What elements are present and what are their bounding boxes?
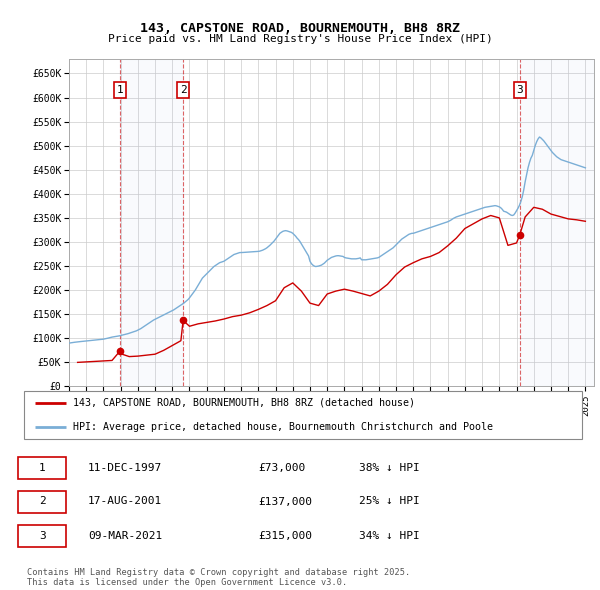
Text: 34% ↓ HPI: 34% ↓ HPI (359, 531, 419, 540)
Text: 25% ↓ HPI: 25% ↓ HPI (359, 497, 419, 506)
FancyBboxPatch shape (24, 391, 582, 439)
FancyBboxPatch shape (19, 491, 66, 513)
FancyBboxPatch shape (19, 525, 66, 547)
Text: 143, CAPSTONE ROAD, BOURNEMOUTH, BH8 8RZ: 143, CAPSTONE ROAD, BOURNEMOUTH, BH8 8RZ (140, 22, 460, 35)
Text: Price paid vs. HM Land Registry's House Price Index (HPI): Price paid vs. HM Land Registry's House … (107, 34, 493, 44)
Text: 11-DEC-1997: 11-DEC-1997 (88, 463, 163, 473)
Text: £315,000: £315,000 (259, 531, 313, 540)
Text: 1: 1 (39, 463, 46, 473)
Text: 1: 1 (116, 85, 123, 95)
Text: £73,000: £73,000 (259, 463, 305, 473)
Bar (520, 59, 594, 386)
FancyBboxPatch shape (19, 457, 66, 479)
Text: Contains HM Land Registry data © Crown copyright and database right 2025.
This d: Contains HM Land Registry data © Crown c… (27, 568, 410, 587)
Text: 38% ↓ HPI: 38% ↓ HPI (359, 463, 419, 473)
Text: 143, CAPSTONE ROAD, BOURNEMOUTH, BH8 8RZ (detached house): 143, CAPSTONE ROAD, BOURNEMOUTH, BH8 8RZ… (73, 398, 415, 408)
Text: 2: 2 (39, 497, 46, 506)
Text: 09-MAR-2021: 09-MAR-2021 (88, 531, 163, 540)
Text: 2: 2 (180, 85, 187, 95)
Text: 3: 3 (39, 531, 46, 540)
Text: 3: 3 (517, 85, 523, 95)
Text: HPI: Average price, detached house, Bournemouth Christchurch and Poole: HPI: Average price, detached house, Bour… (73, 422, 493, 432)
Text: £137,000: £137,000 (259, 497, 313, 506)
Bar (120, 59, 183, 386)
Text: 17-AUG-2001: 17-AUG-2001 (88, 497, 163, 506)
